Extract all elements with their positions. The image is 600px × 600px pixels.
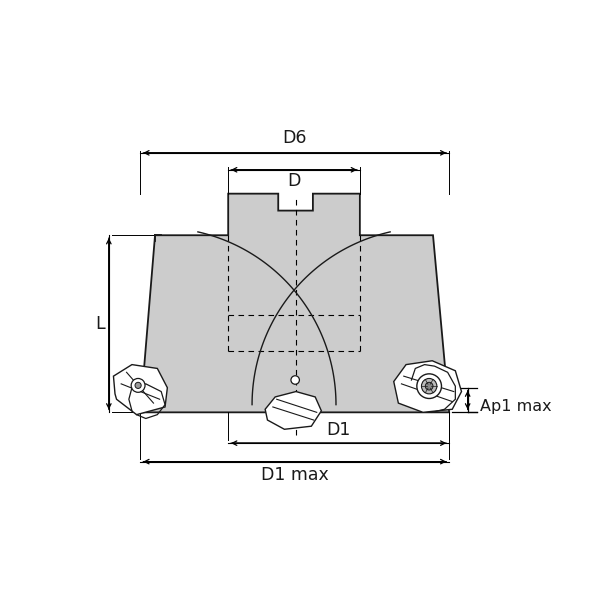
Text: Ap1 max: Ap1 max bbox=[480, 398, 551, 413]
Circle shape bbox=[135, 382, 141, 388]
Polygon shape bbox=[113, 365, 167, 415]
Polygon shape bbox=[394, 361, 461, 412]
Text: D: D bbox=[287, 172, 301, 190]
Text: L: L bbox=[95, 315, 105, 333]
Text: D1: D1 bbox=[326, 421, 351, 439]
Circle shape bbox=[291, 376, 299, 384]
Circle shape bbox=[421, 379, 437, 394]
Circle shape bbox=[425, 382, 433, 390]
Circle shape bbox=[131, 379, 145, 392]
Circle shape bbox=[417, 374, 442, 398]
Text: D6: D6 bbox=[283, 130, 307, 148]
Polygon shape bbox=[140, 194, 449, 412]
Polygon shape bbox=[265, 392, 322, 429]
Text: D1 max: D1 max bbox=[261, 466, 329, 484]
